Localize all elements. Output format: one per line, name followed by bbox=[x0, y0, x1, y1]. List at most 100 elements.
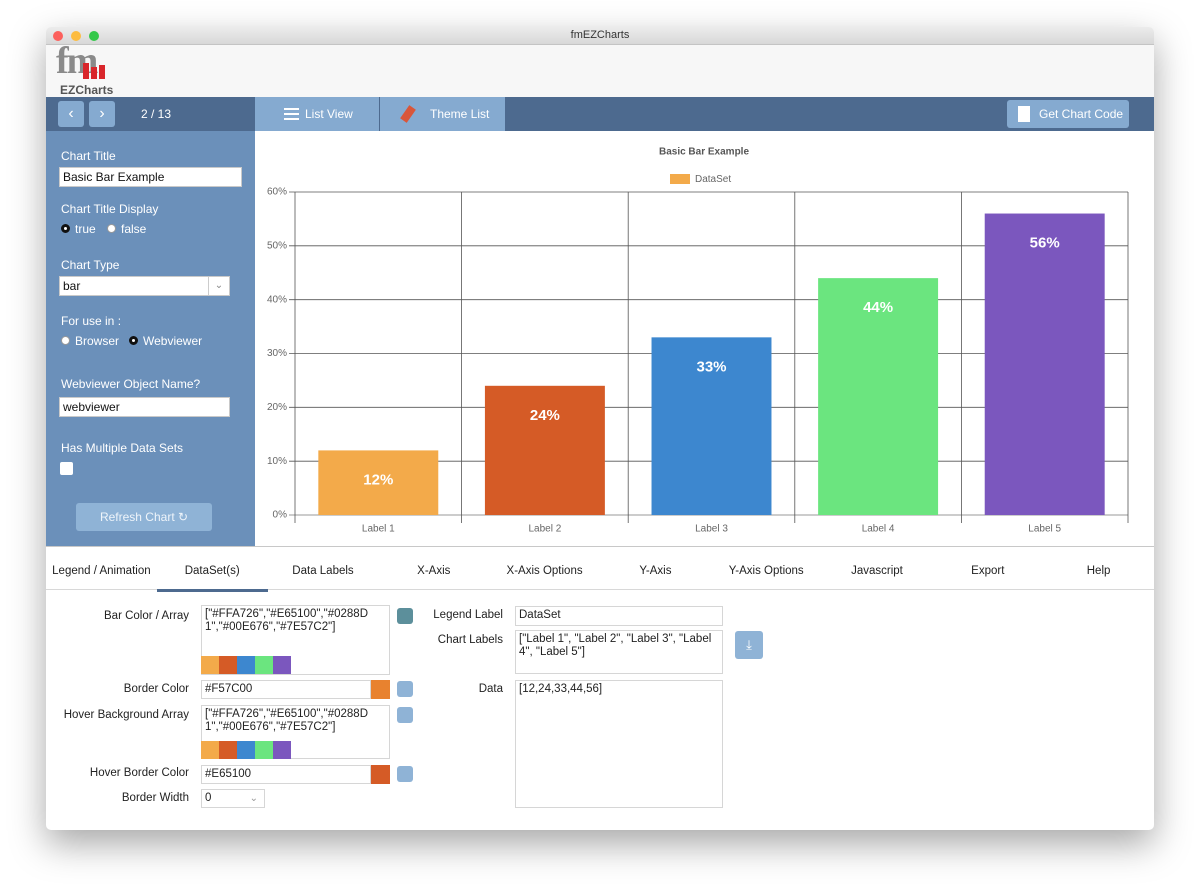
select-arrow: ⌄ bbox=[249, 793, 258, 804]
tab-bar: Legend / Animation DataSet(s) Data Labels X… bbox=[46, 546, 1154, 592]
get-chart-code-button[interactable]: Get Chart Code bbox=[1007, 100, 1129, 128]
logo-bar bbox=[83, 63, 89, 79]
chart-labels-input[interactable]: ["Label 1", "Label 2", "Label 3", "Label… bbox=[515, 630, 723, 674]
radio-label: false bbox=[121, 222, 147, 236]
radio-button[interactable] bbox=[61, 336, 70, 345]
tab[interactable]: Export bbox=[971, 565, 1005, 577]
object-name-input[interactable]: webviewer bbox=[59, 397, 230, 417]
field-label: Chart Labels bbox=[437, 634, 503, 646]
radio-button[interactable] bbox=[129, 336, 138, 345]
theme-list-label: Theme List bbox=[430, 107, 490, 121]
swatch bbox=[237, 656, 255, 674]
field-label: Chart Title bbox=[61, 149, 116, 163]
tab[interactable]: Help bbox=[1086, 565, 1111, 577]
tab[interactable]: X-Axis bbox=[417, 565, 451, 577]
logo-area: fm EZCharts bbox=[46, 40, 1154, 97]
swatch bbox=[201, 656, 219, 674]
radio-label: true bbox=[75, 222, 96, 236]
data-label: 24% bbox=[530, 407, 560, 424]
minimize-button[interactable] bbox=[71, 31, 81, 41]
app-window: fmEZCharts fm EZCharts ‹ › 2 / 13 List V… bbox=[46, 27, 1154, 830]
radio-button[interactable] bbox=[107, 224, 116, 233]
bar bbox=[318, 450, 439, 515]
data-label: 44% bbox=[863, 299, 893, 316]
next-button[interactable]: › bbox=[89, 101, 115, 127]
field-label: Has Multiple Data Sets bbox=[61, 441, 184, 455]
swatch bbox=[255, 656, 273, 674]
x-tick-label: Label 1 bbox=[362, 524, 395, 535]
checkbox[interactable] bbox=[60, 462, 73, 475]
theme-list-button[interactable]: Theme List bbox=[380, 97, 505, 131]
color-picker-button[interactable] bbox=[397, 608, 413, 624]
field-label: Bar Color / Array bbox=[104, 610, 189, 622]
chart-title-input[interactable]: Basic Bar Example bbox=[59, 167, 242, 187]
y-tick-label: 10% bbox=[267, 456, 287, 467]
radio-button[interactable] bbox=[61, 224, 70, 233]
logo-bar bbox=[91, 67, 97, 79]
field-label: Chart Title Display bbox=[61, 202, 159, 216]
zoom-button[interactable] bbox=[89, 31, 99, 41]
download-button[interactable]: ⤓ bbox=[735, 631, 763, 659]
color-swatch bbox=[371, 680, 390, 699]
color-picker-button[interactable] bbox=[397, 707, 413, 723]
tab[interactable]: Y-Axis Options bbox=[728, 565, 804, 577]
get-chart-code-label: Get Chart Code bbox=[1039, 107, 1124, 121]
field-label: Hover Background Array bbox=[63, 709, 189, 721]
close-button[interactable] bbox=[53, 31, 63, 41]
radio-label: Browser bbox=[75, 334, 120, 348]
chart-type-select[interactable]: bar ⌄ bbox=[59, 276, 230, 296]
document-icon bbox=[1018, 106, 1030, 122]
chart-title: Basic Bar Example bbox=[659, 147, 749, 158]
legend-label-input[interactable]: DataSet bbox=[515, 606, 723, 626]
field-label: For use in : bbox=[61, 314, 122, 328]
border-color-input[interactable]: #F57C00 bbox=[201, 680, 371, 699]
title-bar: fmEZCharts bbox=[46, 27, 1154, 45]
data-input[interactable]: [12,24,33,44,56] bbox=[515, 680, 723, 808]
data-label: 33% bbox=[696, 358, 726, 375]
field-label: Border Color bbox=[123, 683, 189, 695]
y-tick-label: 60% bbox=[267, 187, 287, 198]
bar bbox=[818, 278, 939, 515]
window-title: fmEZCharts bbox=[570, 29, 630, 41]
select-value: bar bbox=[63, 279, 81, 293]
color-picker-button[interactable] bbox=[397, 766, 413, 782]
tab[interactable]: DataSet(s) bbox=[156, 547, 268, 592]
border-width-select[interactable]: 0 ⌄ bbox=[201, 789, 265, 808]
data-label: 12% bbox=[363, 471, 393, 488]
list-view-button[interactable]: List View bbox=[255, 97, 379, 131]
y-tick-label: 40% bbox=[267, 294, 287, 305]
y-tick-label: 20% bbox=[267, 402, 287, 413]
refresh-button[interactable]: Refresh Chart ↻ bbox=[76, 503, 212, 531]
swatch bbox=[273, 741, 291, 759]
field-label: Data bbox=[478, 683, 503, 695]
swatch bbox=[237, 741, 255, 759]
bar bbox=[984, 213, 1105, 515]
swatch bbox=[255, 741, 273, 759]
legend-label: DataSet bbox=[695, 174, 731, 185]
list-icon bbox=[284, 113, 299, 115]
x-tick-label: Label 4 bbox=[862, 524, 895, 535]
page-indicator: 2 / 13 bbox=[141, 107, 172, 121]
tab[interactable]: Y-Axis bbox=[639, 565, 672, 577]
hover-border-input[interactable]: #E65100 bbox=[201, 765, 371, 784]
field-label: Webviewer Object Name? bbox=[61, 377, 201, 391]
y-tick-label: 50% bbox=[267, 240, 287, 251]
refresh-label: Refresh Chart bbox=[99, 510, 175, 524]
x-tick-label: Label 2 bbox=[528, 524, 561, 535]
color-picker-button[interactable] bbox=[397, 681, 413, 697]
bar bbox=[651, 337, 772, 515]
y-tick-label: 0% bbox=[273, 510, 288, 521]
select-value: 0 bbox=[205, 792, 212, 804]
tab[interactable]: X-Axis Options bbox=[506, 565, 583, 577]
radio-label: Webviewer bbox=[143, 334, 203, 348]
dataset-form: Bar Color / Array ["#FFA726","#E65100","… bbox=[46, 590, 1154, 830]
prev-button[interactable]: ‹ bbox=[58, 101, 84, 127]
field-label: Border Width bbox=[121, 792, 189, 804]
data-label: 56% bbox=[1030, 235, 1060, 252]
tab[interactable]: Javascript bbox=[851, 565, 903, 577]
theme-icon bbox=[400, 105, 416, 123]
list-icon bbox=[284, 108, 299, 120]
tab[interactable]: Legend / Animation bbox=[52, 565, 151, 577]
tab[interactable]: Data Labels bbox=[292, 565, 354, 577]
color-swatch bbox=[371, 765, 390, 784]
